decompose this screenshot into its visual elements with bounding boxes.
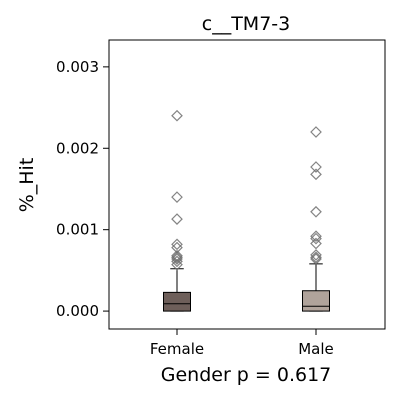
y-axis: 0.000 0.001 0.002 0.003 [56,58,109,320]
x-axis: Female Male [150,329,334,358]
outlier-point [171,213,183,225]
outlier-point [171,238,183,251]
y-tick-label: 0.000 [56,302,99,320]
outlier-point [171,191,183,203]
x-tick-label: Male [298,340,334,358]
outlier-point [310,126,322,138]
outlier-point [171,109,183,122]
box-group-female [163,109,191,312]
outlier-point [310,168,322,181]
y-tick-label: 0.001 [56,221,99,239]
plot-frame [108,39,386,330]
y-axis-label: %_Hit [16,158,38,213]
outlier-point [310,249,322,261]
outlier-point [310,232,322,245]
outlier-point [310,205,322,218]
outlier-point [171,249,183,262]
y-tick-label: 0.002 [56,139,99,157]
outlier-point [310,253,322,265]
outlier-point [171,258,183,271]
outlier-point [310,237,322,250]
chart-title: c__TM7-3 [202,13,290,35]
outlier-point [310,251,322,264]
x-axis-label: Gender p = 0.617 [161,364,332,386]
y-tick-label: 0.003 [56,58,99,76]
outlier-point [171,253,183,265]
x-tick-label: Female [150,340,204,358]
outlier-point [310,161,322,173]
outlier-point [171,251,183,264]
box-iqr [163,291,191,312]
outlier-point [171,255,183,268]
box-group-male [302,126,330,312]
box-iqr [302,290,330,312]
outlier-point [310,230,322,243]
boxes-layer [163,109,330,312]
